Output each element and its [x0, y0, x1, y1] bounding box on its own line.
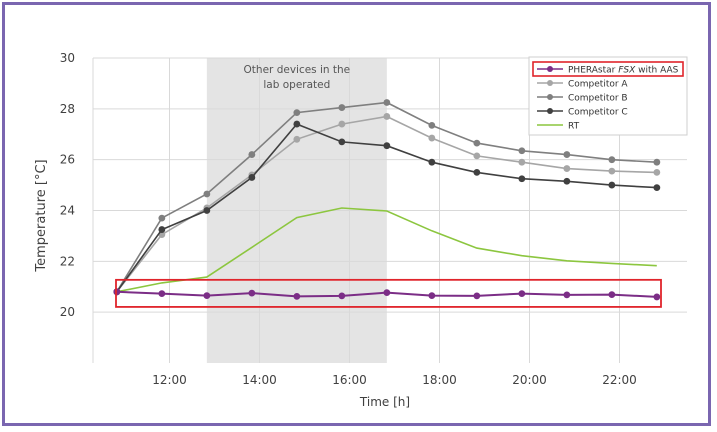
data-point-competitor-c — [338, 138, 346, 146]
y-tick-label: 24 — [60, 204, 75, 218]
x-tick-label: 12:00 — [152, 373, 187, 387]
data-point-competitor-b — [338, 104, 346, 111]
highlight-box — [115, 278, 662, 308]
data-point-competitor-a — [338, 120, 346, 128]
data-point-competitor-b — [248, 151, 256, 158]
x-tick-label: 18:00 — [422, 373, 457, 387]
annotation-layer: Other devices in the lab operated — [244, 64, 351, 91]
data-point-competitor-c — [518, 175, 526, 183]
data-point-competitor-c — [428, 158, 436, 166]
data-point-pherastar — [158, 290, 166, 298]
series-line-rt — [116, 207, 657, 293]
data-point-competitor-b — [563, 151, 571, 158]
data-point-competitor-c — [383, 142, 391, 150]
data-point-competitor-b — [383, 99, 391, 106]
y-tick-label: 20 — [60, 305, 75, 319]
data-point-pherastar — [293, 293, 301, 300]
data-point-competitor-b — [203, 190, 211, 198]
data-point-competitor-c — [203, 207, 211, 214]
x-tick-label: 22:00 — [602, 373, 637, 387]
data-point-pherastar — [248, 289, 256, 297]
data-point-competitor-c — [563, 177, 571, 185]
shaded-region-label-line2: lab operated — [263, 79, 330, 91]
data-point-competitor-c — [293, 120, 301, 128]
grid-layer — [92, 57, 687, 363]
legend-label-rt: RT — [568, 122, 580, 132]
data-point-pherastar — [428, 292, 436, 300]
data-point-competitor-c — [473, 168, 481, 176]
legend-highlight-box — [532, 61, 684, 77]
highlight-layer — [115, 278, 662, 308]
data-point-competitor-a — [608, 167, 616, 175]
chart-frame: Other devices in the lab operated Temper… — [2, 2, 711, 426]
legend-label-competitor-b: Competitor B — [568, 94, 628, 104]
data-point-competitor-b — [473, 139, 481, 147]
y-tick-label: 22 — [60, 254, 75, 268]
y-axis-label: Temperature [°C] — [34, 159, 49, 272]
legend-marker-competitor-a — [547, 80, 553, 86]
data-point-pherastar — [383, 289, 391, 296]
y-tick-label: 28 — [60, 102, 75, 116]
data-point-pherastar — [608, 291, 616, 299]
x-tick-label: 16:00 — [332, 373, 367, 387]
data-point-competitor-a — [653, 168, 661, 176]
y-tick-label: 30 — [60, 51, 75, 65]
series-layer — [113, 99, 661, 301]
data-point-competitor-b — [158, 214, 166, 222]
data-point-competitor-c — [158, 226, 166, 233]
data-point-pherastar — [518, 290, 526, 298]
data-point-competitor-a — [293, 135, 301, 143]
data-point-competitor-a — [383, 113, 391, 120]
data-point-competitor-c — [608, 181, 616, 189]
legend-box — [528, 56, 688, 136]
data-point-competitor-b — [518, 147, 526, 155]
x-tick-label: 14:00 — [242, 373, 277, 387]
x-tick-label: 20:00 — [512, 373, 547, 387]
data-point-competitor-a — [563, 165, 571, 172]
y-tick-label: 26 — [60, 153, 75, 167]
legend: PHERAstar FSX with AAS Competitor A Compet… — [528, 56, 688, 136]
legend-label-competitor-c: Competitor C — [568, 108, 628, 118]
data-point-pherastar — [338, 292, 346, 300]
temperature-chart: Other devices in the lab operated Temper… — [34, 51, 688, 409]
data-point-competitor-c — [653, 184, 661, 192]
legend-label-competitor-a: Competitor A — [568, 80, 628, 90]
data-point-competitor-b — [653, 158, 661, 166]
data-point-pherastar — [563, 291, 571, 299]
data-point-pherastar — [473, 292, 481, 300]
data-point-pherastar — [653, 293, 661, 301]
data-point-competitor-b — [608, 156, 616, 164]
data-point-competitor-c — [248, 174, 256, 181]
data-point-competitor-b — [428, 121, 436, 129]
legend-marker-competitor-b — [547, 94, 553, 100]
x-axis-label: Time [h] — [359, 395, 410, 409]
data-point-competitor-a — [473, 152, 481, 160]
data-point-competitor-b — [293, 109, 301, 117]
legend-marker-competitor-c — [547, 108, 553, 114]
data-point-competitor-a — [428, 134, 436, 142]
shaded-region-label-line1: Other devices in the — [244, 64, 351, 76]
legend-label-pherastar: PHERAstar FSX with AAS — [568, 66, 679, 76]
data-point-pherastar — [203, 292, 211, 300]
legend-marker-pherastar — [547, 66, 553, 72]
axis-layer: Temperature [°C] Time [h] 20 22 24 26 28 30 12… — [34, 51, 637, 409]
data-point-competitor-a — [518, 158, 526, 166]
